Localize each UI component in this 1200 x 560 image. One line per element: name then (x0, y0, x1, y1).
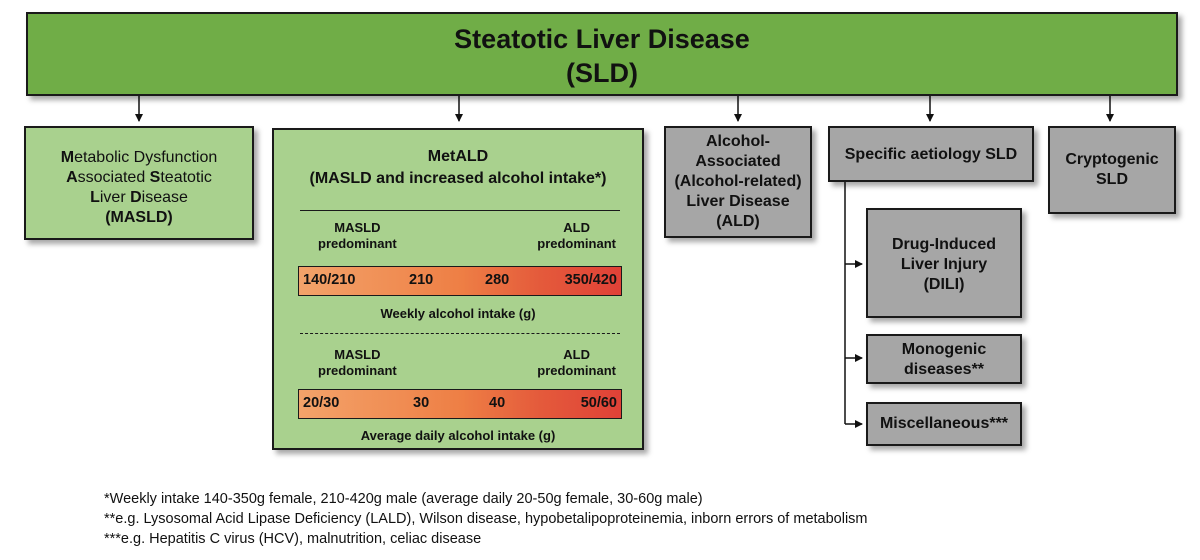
specific-aetiology-box: Specific aetiology SLD (828, 126, 1034, 182)
sld-root-box: Steatotic Liver Disease (SLD) (26, 12, 1178, 96)
weekly-ald-label: ALD predominant (537, 220, 616, 251)
weekly-intake-gradient: 140/210 210 280 350/420 (298, 266, 622, 296)
daily-ald-label: ALD predominant (537, 347, 616, 378)
miscellaneous-box: Miscellaneous*** (866, 402, 1022, 446)
footnote-monogenic: **e.g. Lysosomal Acid Lipase Deficiency … (104, 511, 868, 527)
metald-divider (300, 210, 620, 211)
daily-intake-gradient: 20/30 30 40 50/60 (298, 389, 622, 419)
sld-title: Steatotic Liver Disease (454, 24, 750, 54)
daily-intake-caption: Average daily alcohol intake (g) (360, 428, 556, 443)
weekly-intake-caption: Weekly alcohol intake (g) (380, 306, 536, 321)
footnote-weekly: *Weekly intake 140-350g female, 210-420g… (104, 491, 703, 507)
metald-dashed-divider (300, 333, 620, 334)
monogenic-box: Monogenic diseases** (866, 334, 1022, 384)
metald-title: MetALD (427, 148, 489, 165)
metald-subtitle: (MASLD and increased alcohol intake*) (309, 170, 607, 187)
masld-abbrev: (MASLD) (105, 209, 173, 226)
footnote-misc: ***e.g. Hepatitis C virus (HCV), malnutr… (104, 531, 482, 547)
cryptogenic-box: Cryptogenic SLD (1048, 126, 1176, 214)
ald-box: Alcohol- Associated (Alcohol-related) Li… (664, 126, 812, 238)
daily-masld-label: MASLD predominant (318, 347, 397, 378)
weekly-masld-label: MASLD predominant (318, 220, 397, 251)
dili-box: Drug-Induced Liver Injury (DILI) (866, 208, 1022, 318)
sld-abbrev: (SLD) (566, 58, 638, 88)
masld-box: Metabolic Dysfunction Associated Steatot… (24, 126, 254, 240)
metald-box: MetALD (MASLD and increased alcohol inta… (272, 128, 644, 450)
